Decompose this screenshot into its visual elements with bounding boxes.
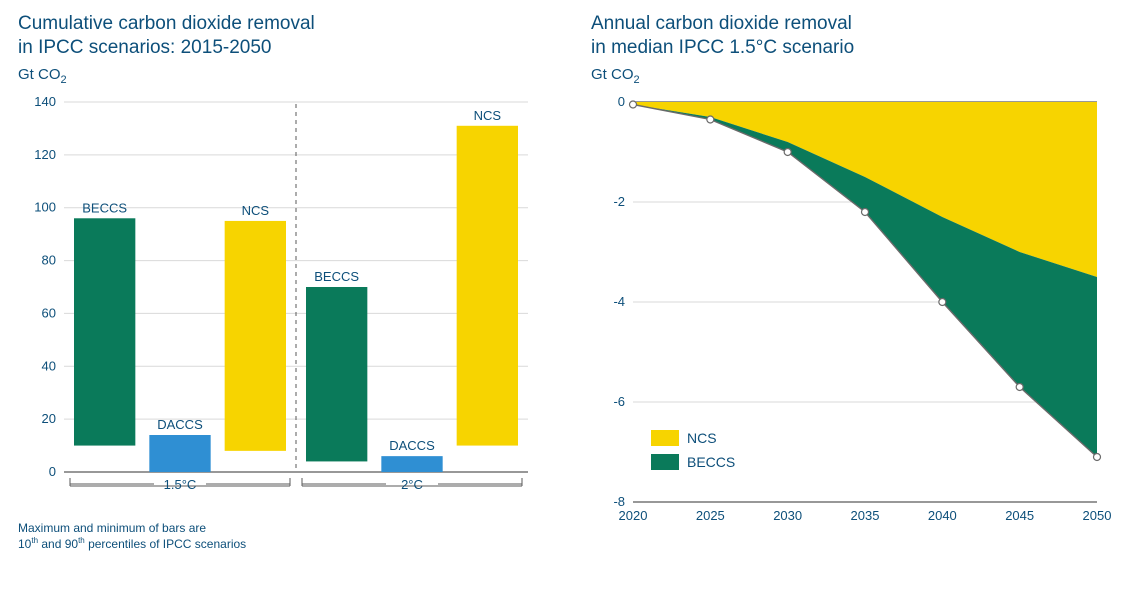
bar-label: NCS [242, 202, 270, 217]
marker-total [939, 298, 946, 305]
marker-total [1016, 383, 1023, 390]
right-title-line1: Annual carbon dioxide removal [591, 13, 852, 34]
group-label: 1.5°C [164, 477, 197, 492]
marker-total [784, 148, 791, 155]
right-title: Annual carbon dioxide removal in median … [591, 12, 1124, 60]
svg-text:-8: -8 [613, 494, 625, 509]
svg-text:2020: 2020 [619, 508, 648, 523]
bar-label: BECCS [314, 269, 359, 284]
svg-text:2030: 2030 [773, 508, 802, 523]
marker-total [1094, 453, 1101, 460]
marker-total [707, 116, 714, 123]
bar-beccs [306, 287, 367, 461]
right-chart: 0 -2 -4 -6 -82020 2025 2030 2035 2040 2045 2050 NCS… [591, 92, 1124, 532]
group-label: 2°C [401, 477, 423, 492]
svg-text:0: 0 [618, 94, 625, 109]
left-title: Cumulative carbon dioxide removal in IPC… [18, 12, 551, 60]
bar-label: DACCS [389, 438, 435, 453]
svg-text:2050: 2050 [1083, 508, 1111, 523]
bar-label: NCS [474, 107, 502, 122]
bar-label: DACCS [157, 417, 203, 432]
left-chart: 0 20 40 60 80 100 120 140 BECCS DACCS NCS 1.5°C BECC… [18, 92, 551, 512]
bar-ncs [457, 125, 518, 445]
marker-total [862, 208, 869, 215]
svg-text:20: 20 [42, 411, 56, 426]
bar-daccs [381, 456, 442, 472]
bar-label: BECCS [82, 200, 127, 215]
svg-text:120: 120 [34, 146, 56, 161]
cumulative-removal-panel: Cumulative carbon dioxide removal in IPC… [18, 12, 551, 552]
right-ylabel: Gt CO2 [591, 66, 1124, 86]
svg-text:80: 80 [42, 252, 56, 267]
legend: NCS BECCS [651, 430, 735, 470]
left-title-line2: in IPCC scenarios: 2015-2050 [18, 37, 271, 58]
left-title-line1: Cumulative carbon dioxide removal [18, 13, 315, 34]
bar-ncs [225, 220, 286, 450]
bar-daccs [149, 435, 210, 472]
svg-text:2035: 2035 [851, 508, 880, 523]
legend-swatch [651, 430, 679, 446]
svg-text:140: 140 [34, 94, 56, 109]
svg-text:60: 60 [42, 305, 56, 320]
right-title-line2: in median IPCC 1.5°C scenario [591, 37, 854, 58]
legend-label: BECCS [687, 454, 735, 470]
svg-text:2040: 2040 [928, 508, 957, 523]
svg-text:2045: 2045 [1005, 508, 1034, 523]
svg-text:100: 100 [34, 199, 56, 214]
legend-swatch [651, 454, 679, 470]
legend-label: NCS [687, 430, 717, 446]
annual-removal-panel: Annual carbon dioxide removal in median … [591, 12, 1124, 552]
svg-text:-4: -4 [613, 294, 625, 309]
left-footnote: Maximum and minimum of bars are 10th and… [18, 520, 551, 552]
svg-text:0: 0 [49, 464, 56, 479]
svg-text:-6: -6 [613, 394, 625, 409]
marker-total [630, 101, 637, 108]
left-ylabel: Gt CO2 [18, 66, 551, 86]
bar-beccs [74, 218, 135, 445]
svg-text:40: 40 [42, 358, 56, 373]
svg-text:-2: -2 [613, 194, 625, 209]
svg-text:2025: 2025 [696, 508, 725, 523]
